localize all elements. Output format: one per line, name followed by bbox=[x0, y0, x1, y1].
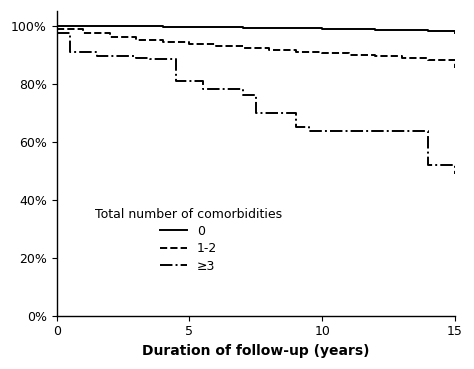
Legend: 0, 1-2, ≥3: 0, 1-2, ≥3 bbox=[95, 208, 282, 273]
X-axis label: Duration of follow-up (years): Duration of follow-up (years) bbox=[142, 344, 370, 358]
